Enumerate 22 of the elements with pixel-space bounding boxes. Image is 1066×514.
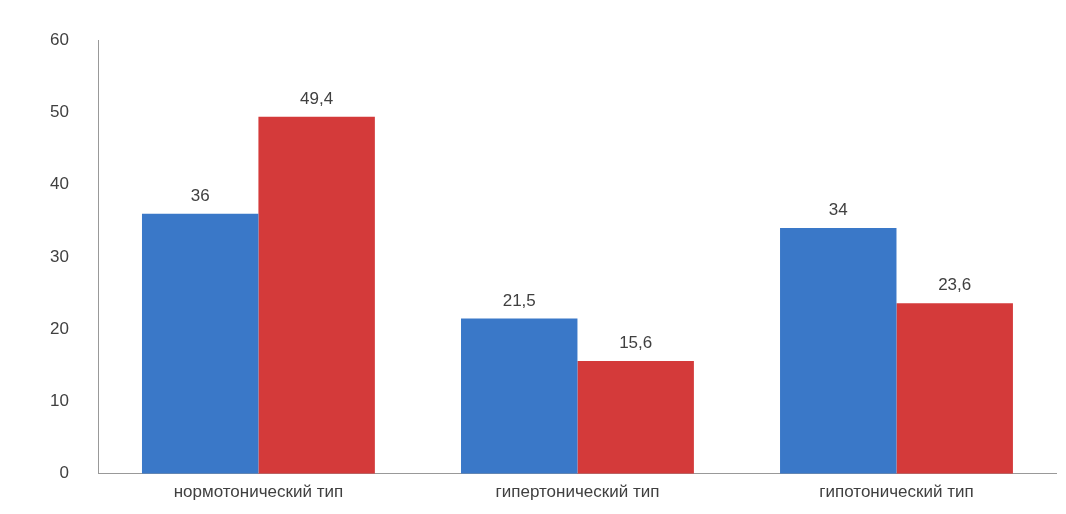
y-tick-label: 0 (59, 463, 69, 483)
x-tick-label: гипотонический тип (819, 481, 974, 501)
data-label: 36 (190, 185, 210, 205)
bar (461, 318, 578, 474)
y-tick-label: 10 (49, 391, 69, 411)
data-label: 15,6 (619, 333, 653, 353)
data-label: 49,4 (300, 88, 334, 108)
x-tick-label: нормотонический тип (173, 481, 344, 501)
bar (780, 228, 897, 474)
y-tick-label: 50 (49, 102, 69, 122)
y-tick-label: 30 (49, 246, 69, 266)
data-label: 23,6 (938, 275, 972, 295)
bar (577, 361, 694, 474)
data-label: 21,5 (502, 290, 536, 310)
bar (896, 303, 1013, 474)
x-tick-label: гипертонический тип (495, 481, 660, 501)
bar (141, 213, 259, 474)
data-label: 34 (828, 200, 848, 220)
y-tick-label: 60 (49, 29, 69, 49)
y-tick-label: 20 (49, 318, 69, 338)
bar (258, 116, 375, 474)
y-tick-label: 40 (49, 174, 69, 194)
